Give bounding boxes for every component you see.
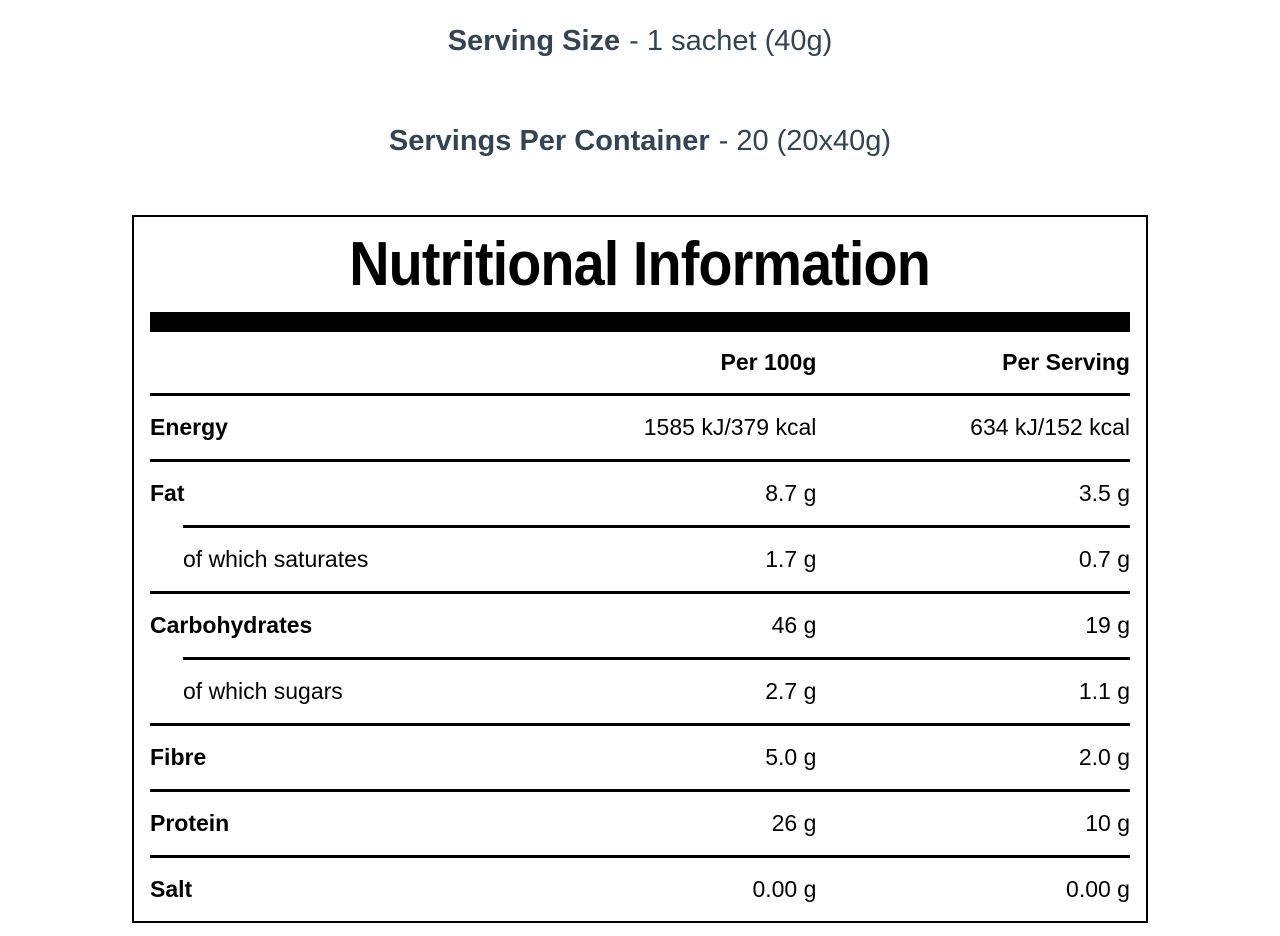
row-value-per-serving: 0.00 g: [1066, 876, 1130, 902]
table-row: Carbohydrates 46 g 19 g: [150, 594, 1130, 657]
table-row: of which saturates 1.7 g 0.7 g: [150, 528, 1130, 591]
row-label: of which sugars: [183, 678, 343, 704]
row-value-per-serving: 1.1 g: [1078, 678, 1130, 704]
serving-size-line: Serving Size - 1 sachet (40g): [0, 24, 1280, 58]
row-value-per-serving: 0.7 g: [1078, 546, 1130, 572]
row-value-per-100g: 8.7 g: [765, 480, 817, 506]
row-value-per-100g: 26 g: [771, 810, 817, 836]
servings-per-container-value: - 20 (20x40g): [718, 125, 892, 157]
servings-per-container-line: Servings Per Container - 20 (20x40g): [0, 124, 1280, 158]
table-title: Nutritional Information: [349, 230, 932, 299]
row-label: Carbohydrates: [150, 612, 313, 638]
table-row: Protein 26 g 10 g: [150, 792, 1130, 855]
table-row: Fibre 5.0 g 2.0 g: [150, 726, 1130, 789]
row-value-per-serving: 634 kJ/152 kcal: [970, 414, 1130, 440]
row-value-per-serving: 19 g: [1085, 612, 1130, 638]
row-value-per-100g: 0.00 g: [752, 876, 817, 902]
row-divider: [150, 591, 1130, 594]
row-label: Fibre: [150, 744, 207, 770]
row-value-per-serving: 2.0 g: [1078, 744, 1130, 770]
nutrition-table: Nutritional Information Per 100g Per Ser…: [132, 215, 1148, 923]
row-label: Fat: [150, 480, 185, 506]
serving-size-label: Serving Size: [447, 25, 621, 57]
servings-per-container-label: Servings Per Container: [388, 125, 710, 157]
column-header-per-100g: Per 100g: [720, 349, 817, 375]
row-value-per-100g: 1585 kJ/379 kcal: [643, 414, 817, 440]
row-value-per-100g: 5.0 g: [765, 744, 817, 770]
title-divider-bar: [150, 312, 1130, 332]
row-divider: [150, 855, 1130, 858]
row-divider: [183, 525, 1130, 528]
row-label: Protein: [150, 810, 230, 836]
column-header-per-serving: Per Serving: [1002, 349, 1130, 375]
table-title-block: Nutritional Information: [150, 217, 1130, 312]
row-label: of which saturates: [183, 546, 369, 572]
table-row: Energy 1585 kJ/379 kcal 634 kJ/152 kcal: [150, 396, 1130, 459]
table-row: Salt 0.00 g 0.00 g: [150, 858, 1130, 921]
table-row: of which sugars 2.7 g 1.1 g: [150, 660, 1130, 723]
row-divider: [150, 789, 1130, 792]
row-divider: [150, 459, 1130, 462]
row-value-per-100g: 1.7 g: [765, 546, 817, 572]
row-value-per-serving: 3.5 g: [1078, 480, 1130, 506]
row-label: Energy: [150, 414, 228, 440]
row-value-per-100g: 46 g: [771, 612, 817, 638]
row-value-per-serving: 10 g: [1085, 810, 1130, 836]
row-value-per-100g: 2.7 g: [765, 678, 817, 704]
column-header-row: Per 100g Per Serving: [150, 332, 1130, 393]
row-divider: [150, 723, 1130, 726]
table-row: Fat 8.7 g 3.5 g: [150, 462, 1130, 525]
serving-size-value: - 1 sachet (40g): [629, 25, 833, 57]
row-divider: [183, 657, 1130, 660]
row-label: Salt: [150, 876, 193, 902]
table-rows: Energy 1585 kJ/379 kcal 634 kJ/152 kcal …: [150, 393, 1130, 921]
row-divider: [150, 393, 1130, 396]
